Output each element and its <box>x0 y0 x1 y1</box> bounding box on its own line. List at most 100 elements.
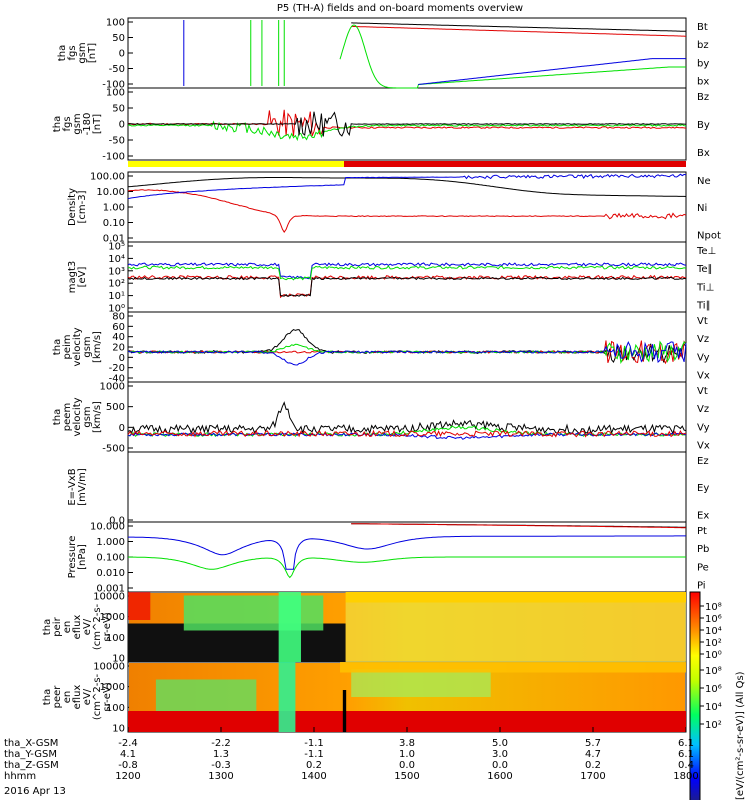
y-tick-label: 10³ <box>108 266 125 277</box>
y-axis-label: Density[cm-3] <box>67 188 88 226</box>
y-tick-label: 10⁵ <box>108 242 125 253</box>
y-axis-label-line: sr-eV) <box>102 682 113 711</box>
x-axis-tick-label: 0.0 <box>492 760 508 771</box>
panel-frame <box>127 311 687 383</box>
y-axis-label-line: peir <box>52 616 63 636</box>
x-axis-tick-label: 0.2 <box>585 760 601 771</box>
series-Vx-peim <box>127 340 687 366</box>
x-axis-tick-label: 4.1 <box>120 749 136 760</box>
series-Bz-zoom <box>127 109 687 137</box>
y-axis-label-line: tha <box>42 689 53 705</box>
x-axis-tick-label: -0.3 <box>211 760 231 771</box>
x-axis-row-label: hhmm <box>4 771 36 782</box>
spectrogram-cell <box>155 679 257 711</box>
x-axis-tick-label: 4.7 <box>585 749 601 760</box>
legend-Npot: Npot <box>697 230 721 241</box>
legend-Vy: Vy <box>697 422 710 433</box>
y-tick-label: 0 <box>119 120 125 131</box>
legend-Pi: Pi <box>697 580 706 591</box>
series-Ti-par <box>127 265 687 281</box>
x-axis-tick-label: 0.2 <box>306 760 322 771</box>
y-tick-label: 0 <box>119 49 125 60</box>
series-Npot <box>127 173 687 200</box>
y-tick-label: 100.00 <box>90 172 125 183</box>
y-tick-label: -20 <box>109 363 125 374</box>
spectrogram-cell <box>278 592 301 662</box>
y-axis-label-line: eV/ <box>82 688 93 705</box>
y-axis-label-line: gsm <box>77 42 88 63</box>
x-axis-row-label: tha_X-GSM <box>4 738 58 749</box>
y-tick-label: 1000 <box>100 382 125 393</box>
y-axis-label-line: [nPa] <box>77 544 88 570</box>
legend-Vx: Vx <box>697 370 710 381</box>
y-axis-label: E=-VxB[mV/m] <box>67 468 88 506</box>
y-axis-label-line: tha <box>57 45 68 61</box>
x-axis-tick-label: 1300 <box>208 771 233 782</box>
y-tick-label: 10² <box>108 279 125 290</box>
y-tick-label: 80 <box>112 312 125 323</box>
y-axis-label-line: eV/ <box>82 618 93 635</box>
y-axis-label-line: gsm <box>82 406 93 427</box>
y-tick-label: 0 <box>119 423 125 434</box>
y-axis-label-line: (cm^2-s- <box>92 673 103 720</box>
plot-title: P5 (TH-A) fields and on-board moments ov… <box>277 3 523 14</box>
y-axis-label: thapeirenefluxeV/(cm^2-s-sr-eV) <box>42 603 113 650</box>
series-Pe <box>128 556 686 579</box>
y-axis-label-line: [km/s] <box>92 331 103 363</box>
y-tick-label: 0.100 <box>96 553 125 564</box>
colorbar-tick-label: 10² <box>705 638 722 649</box>
legend-Ez: Ez <box>697 456 709 467</box>
y-axis-label-line: eflux <box>72 615 83 640</box>
legend-Ey: Ey <box>697 483 709 494</box>
legend-Vy: Vy <box>697 352 710 363</box>
y-axis-label-line: [nT] <box>87 43 98 63</box>
panel-frame <box>127 381 687 453</box>
y-axis-label-line: tha <box>42 619 53 635</box>
series-By-zoom <box>127 120 687 142</box>
y-axis-label: thafgsgsm[nT] <box>57 42 98 63</box>
y-axis-label-line: [cm-3] <box>77 190 88 223</box>
panel-peem_velocity: thapeemvelocitygsm[km/s] 1000 500 0 -500 Vt Vz… <box>52 381 710 455</box>
x-axis-tick-label: 3.8 <box>399 738 415 749</box>
y-tick-label: 10 <box>112 724 125 735</box>
orbit-bar-red <box>344 161 686 167</box>
y-tick-label: 0.001 <box>96 584 125 595</box>
y-axis-label-line: velocity <box>72 397 83 436</box>
legend-By: By <box>697 120 710 131</box>
x-axis-tick-label: -1.1 <box>304 738 324 749</box>
colorbar-tick-label: 10⁰ <box>705 650 722 661</box>
legend-Pt: Pt <box>697 526 707 537</box>
legend-Ni: Ni <box>697 203 707 214</box>
panel-density: Density[cm-3]100.00 10.00 1.00 0.10 0.01 Ne Ni… <box>67 171 721 245</box>
colorbar-tick-label: 10⁴ <box>705 702 722 713</box>
legend-Bz: Bz <box>697 92 709 103</box>
colorbar-title: [eV/(cm²-s-sr-eV)] (All Qs) <box>735 671 746 800</box>
y-tick-label: 1000 <box>100 682 125 693</box>
y-tick-label: 100 <box>106 18 125 29</box>
spectrogram-peer <box>128 662 686 732</box>
x-axis-tick-label: 1.3 <box>213 749 229 760</box>
x-axis-tick-label: 0.0 <box>399 760 415 771</box>
series-Ti-blue <box>127 262 687 280</box>
x-axis-tick-label: 6.1 <box>678 738 694 749</box>
y-tick-label: -50 <box>109 136 125 147</box>
panel-efield: E=-VxB[mV/m] 0.0 Ez Ey Ex <box>67 451 709 527</box>
x-axis-tick-label: 1700 <box>580 771 605 782</box>
y-axis-label-line: gsm <box>82 336 93 357</box>
legend-Bt: Bt <box>697 22 708 33</box>
y-axis-label-line: en <box>62 621 73 634</box>
spectrogram-cell <box>128 592 151 620</box>
y-axis-label-line: [eV] <box>77 267 88 288</box>
y-axis-label-line: fgs <box>62 116 73 131</box>
legend-bz: bz <box>697 40 709 51</box>
y-axis-label-line: tha <box>52 339 63 355</box>
x-axis-tick-label: 1400 <box>301 771 326 782</box>
spectrogram-cell <box>340 662 686 673</box>
y-axis-label: thapeimvelocitygsm[km/s] <box>52 327 103 366</box>
y-tick-label: -50 <box>109 64 125 75</box>
legend-by: by <box>697 58 709 69</box>
legend-Vx: Vx <box>697 440 710 451</box>
y-axis-label-line: en <box>62 691 73 704</box>
y-tick-label: 0 <box>119 353 125 364</box>
